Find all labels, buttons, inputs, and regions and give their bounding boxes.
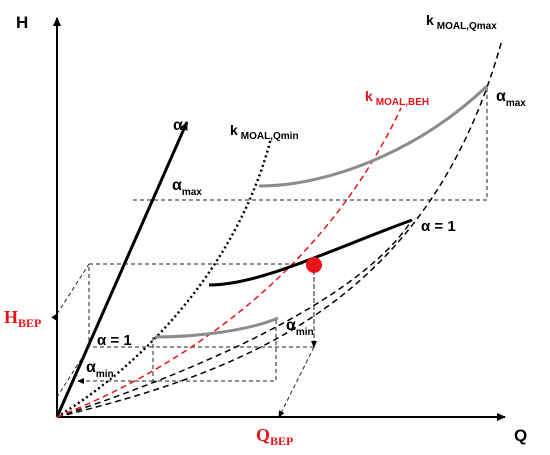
system-curve-inner — [56, 219, 413, 418]
alpha-max-left-sub: max — [182, 187, 202, 198]
q-bep-main: Q — [256, 425, 270, 445]
q-axis-label: Q — [514, 426, 527, 445]
alpha-axis-label: α — [173, 117, 183, 134]
alpha-max-left-main: α — [172, 177, 182, 194]
k-qmin-sub: MOAL,Qmin — [241, 131, 299, 142]
alpha-max-left-label: αmax — [172, 177, 202, 198]
k-moal-qmin-curve — [56, 137, 273, 419]
alpha-min-right-label: αmin — [286, 317, 314, 338]
h-bep-main: H — [4, 307, 18, 327]
alpha-min-left-label: αmin — [86, 359, 114, 380]
alpha-one-curve — [208, 218, 413, 287]
alpha-max-curve — [258, 84, 489, 188]
qbep-arrow — [278, 346, 315, 418]
alpha-min-right-sub: min — [296, 327, 314, 338]
k-qmax-label: k MOAL,Qmax — [426, 12, 497, 32]
alpha-min-left-sub: min — [96, 369, 114, 380]
alpha-axis — [55, 121, 189, 418]
k-qmax-sub: MOAL,Qmax — [437, 21, 497, 32]
k-beh-sub: MOAL,BEH — [376, 97, 429, 108]
alpha-min-right-main: α — [286, 317, 296, 334]
bep-guide-front — [51, 263, 90, 321]
bep-guide-diag — [56, 346, 90, 398]
k-moal-qmax-curve — [56, 39, 503, 418]
alpha-max-right-main: α — [496, 88, 506, 105]
alpha-one-left-label: α = 1 — [97, 332, 132, 349]
k-qmax-main: k — [426, 12, 434, 28]
k-qmin-label: k MOAL,Qmin — [230, 122, 299, 142]
alpha-max-right-sub: max — [506, 98, 526, 109]
alpha-max-guide — [133, 86, 488, 201]
h-bep-sub: BEP — [18, 316, 41, 330]
k-qmin-main: k — [230, 122, 238, 138]
alpha-min-guide — [152, 320, 277, 382]
k-beh-main: k — [365, 88, 373, 104]
alpha-min-curve — [154, 316, 279, 339]
bep-point — [306, 257, 322, 273]
h-axis-label: H — [16, 13, 28, 32]
k-beh-label: k MOAL,BEH — [365, 88, 429, 108]
alpha-min-left-main: α — [86, 359, 96, 376]
alpha-max-right-label: αmax — [496, 88, 526, 109]
k-moal-beh-curve — [56, 107, 402, 418]
alpha-one-right-label: α = 1 — [421, 218, 456, 235]
h-bep-label: HBEP — [4, 307, 41, 330]
q-bep-label: QBEP — [256, 425, 293, 448]
q-bep-sub: BEP — [270, 434, 293, 448]
